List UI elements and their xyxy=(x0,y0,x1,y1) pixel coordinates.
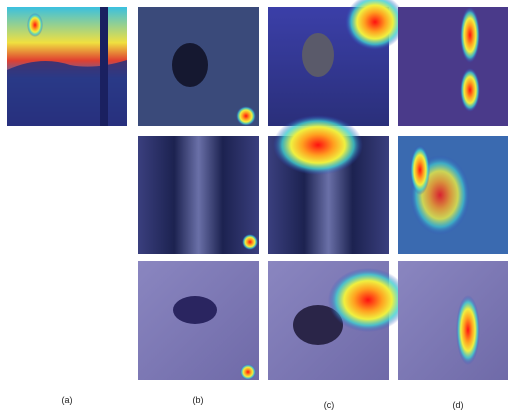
panel-c xyxy=(268,0,408,380)
panel-label: (b) xyxy=(193,395,204,405)
panel-d xyxy=(398,7,508,380)
panel-b xyxy=(138,7,259,380)
panel-a xyxy=(7,7,127,126)
panel-label: (d) xyxy=(453,400,464,410)
panel-label: (c) xyxy=(324,400,335,410)
panel-label: (a) xyxy=(62,395,73,405)
